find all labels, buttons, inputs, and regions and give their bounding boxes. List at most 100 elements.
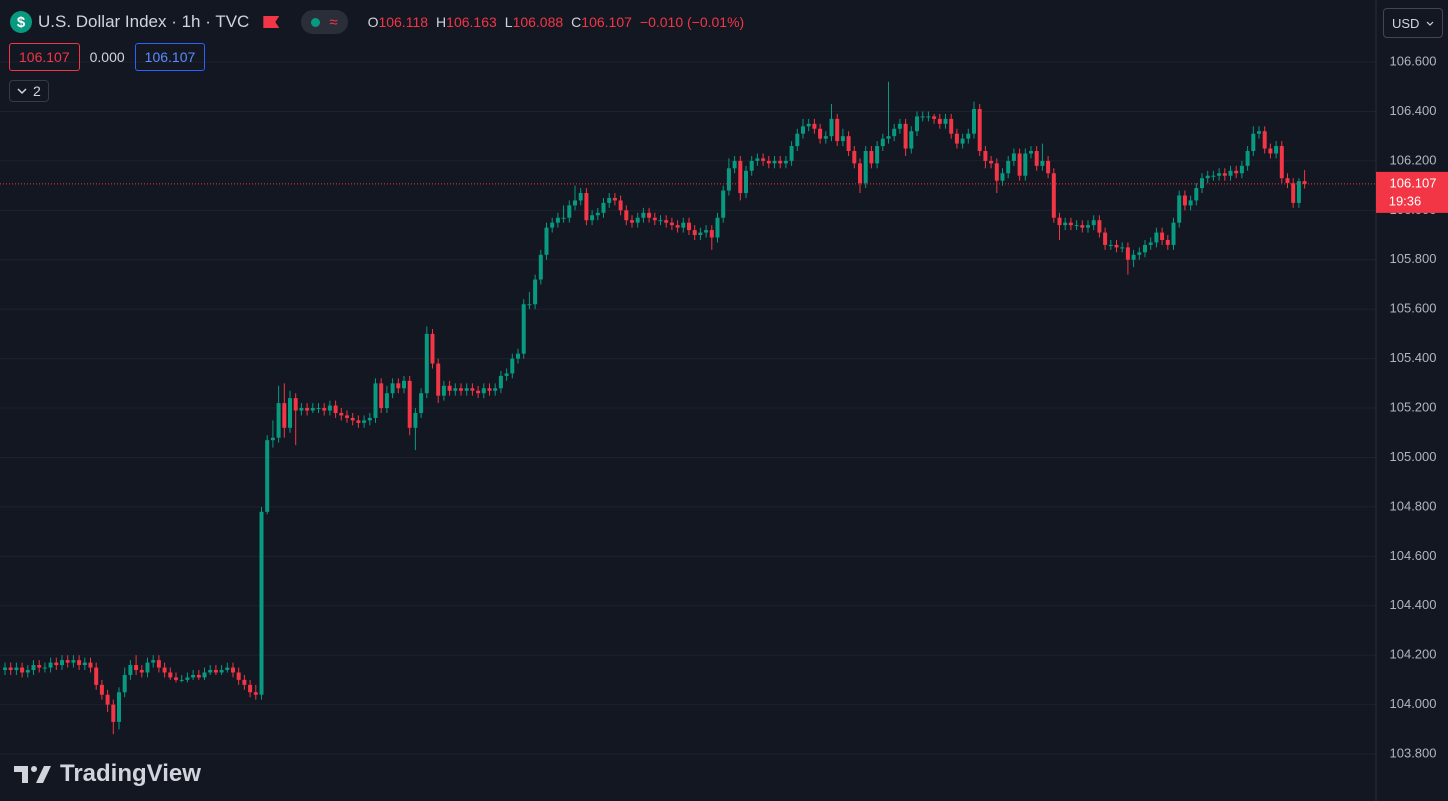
source-icon: ≈ <box>329 13 338 31</box>
candle-body <box>932 116 937 119</box>
change-value: −0.010 (−0.01%) <box>639 14 745 30</box>
candle-body <box>647 212 652 218</box>
y-tick-label: 105.400 <box>1390 350 1437 365</box>
candle-body <box>989 160 994 164</box>
candle-body <box>829 118 834 137</box>
currency-button[interactable]: USD <box>1383 8 1443 38</box>
candle-body <box>436 363 441 396</box>
candle-body <box>219 670 224 673</box>
candle-body <box>1074 225 1079 227</box>
candle-body <box>1006 160 1011 174</box>
candle-body <box>567 205 572 218</box>
candle-body <box>1017 153 1022 176</box>
candle-body <box>806 123 811 127</box>
candle-body <box>510 358 515 374</box>
candle-body <box>1108 244 1113 246</box>
candle-body <box>749 160 754 171</box>
candle-body <box>709 230 714 238</box>
candle-body <box>584 193 589 221</box>
candle-body <box>1302 181 1307 184</box>
candle-body <box>641 212 646 218</box>
candle-body <box>504 373 509 376</box>
candle-body <box>65 660 70 663</box>
candle-body <box>196 674 201 678</box>
candle-body <box>920 116 925 118</box>
candle-body <box>573 200 577 206</box>
candle-body <box>265 440 270 512</box>
candle-body <box>869 151 874 164</box>
buy-button[interactable]: 106.107 <box>134 43 206 71</box>
candle-body <box>253 692 258 695</box>
candle-body <box>909 131 914 149</box>
candle-body <box>48 662 53 668</box>
candle-body <box>493 388 498 391</box>
candle-body <box>590 215 595 221</box>
candle-body <box>1239 165 1244 174</box>
symbol-header: $ U.S. Dollar Index · 1h · TVC ≈ O106.11… <box>10 9 744 35</box>
candle-body <box>1274 146 1279 154</box>
ohlc-legend: O106.118 H106.163 L106.088 C106.107 −0.0… <box>368 14 745 30</box>
candle-body <box>704 230 709 233</box>
candle-body <box>60 660 64 666</box>
candle-body <box>818 128 823 139</box>
candle-body <box>350 417 355 421</box>
logo[interactable]: TradingView <box>14 760 201 788</box>
candle-body <box>1029 151 1033 154</box>
candle-body <box>419 393 424 413</box>
chart-title[interactable]: U.S. Dollar Index · 1h · TVC <box>38 12 250 31</box>
logo-text: TradingView <box>60 760 201 787</box>
candle-body <box>1011 153 1016 161</box>
candle-body <box>675 225 680 228</box>
candle-body <box>1046 160 1051 174</box>
candle-body <box>595 212 600 216</box>
sell-button[interactable]: 106.107 <box>9 43 80 71</box>
candle-body <box>459 388 463 391</box>
y-tick-label: 104.400 <box>1390 597 1437 612</box>
candle-body <box>949 118 954 134</box>
candle-body <box>299 408 304 411</box>
candle-body <box>248 684 253 693</box>
candle-body <box>1097 220 1102 233</box>
candle-body <box>607 197 612 203</box>
y-tick-label: 105.200 <box>1390 399 1437 414</box>
candle-body <box>117 692 121 722</box>
candle-body <box>1200 178 1204 189</box>
candle-body <box>732 160 737 169</box>
quote-panel: 106.107 0.000 106.107 <box>9 43 206 71</box>
candle-body <box>669 222 674 226</box>
candle-body <box>726 168 731 191</box>
candle-body <box>550 222 555 228</box>
candle-body <box>1194 188 1199 201</box>
candle-body <box>966 133 971 139</box>
candle-body <box>487 388 492 391</box>
candle-body <box>954 133 959 144</box>
candle-body <box>1160 232 1165 240</box>
candle-body <box>1257 131 1261 134</box>
flag-icon[interactable] <box>263 16 280 28</box>
candle-body <box>179 679 184 681</box>
candle-body <box>1120 247 1125 249</box>
indicators-toggle[interactable]: 2 <box>9 80 49 102</box>
candle-body <box>1268 148 1273 154</box>
candle-body <box>983 151 988 161</box>
candle-body <box>561 217 566 219</box>
candle-body <box>384 393 389 409</box>
candle-body <box>1222 173 1227 176</box>
candle-body <box>259 511 264 695</box>
close-value: 106.107 <box>581 14 632 30</box>
candle-body <box>516 353 520 359</box>
market-status[interactable]: ≈ <box>301 10 348 34</box>
candles <box>0 81 1376 735</box>
candle-body <box>236 672 241 680</box>
y-tick-label: 105.800 <box>1390 251 1437 266</box>
candle-body <box>305 408 310 411</box>
candle-body <box>664 220 669 223</box>
candle-body <box>156 660 161 668</box>
candle-body <box>464 388 469 391</box>
candle-body <box>903 123 908 149</box>
candle-body <box>761 158 766 161</box>
candle-body <box>1154 232 1159 243</box>
y-tick-label: 104.200 <box>1390 647 1437 662</box>
